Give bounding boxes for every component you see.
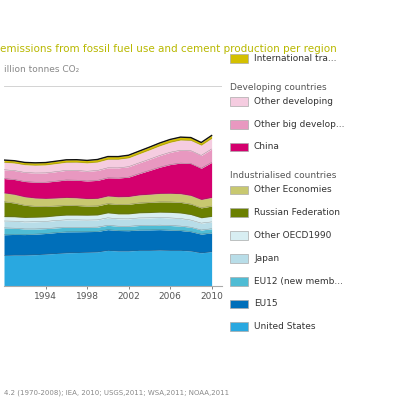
Text: Japan: Japan [254,254,279,263]
Text: China: China [254,142,280,152]
Text: Other big develop...: Other big develop... [254,120,344,129]
Text: United States: United States [254,322,316,331]
Text: Other Economies: Other Economies [254,185,332,194]
Text: Developing countries: Developing countries [230,82,327,92]
Text: Industrialised countries: Industrialised countries [230,171,336,180]
Text: EU12 (new memb...: EU12 (new memb... [254,276,343,286]
Text: EU15: EU15 [254,299,278,308]
Text: emissions from fossil fuel use and cement production per region: emissions from fossil fuel use and cemen… [0,44,337,54]
Text: illion tonnes CO₂: illion tonnes CO₂ [4,65,79,74]
Text: International tra...: International tra... [254,54,336,63]
Text: Other developing: Other developing [254,97,333,106]
Text: Russian Federation: Russian Federation [254,208,340,217]
Text: Other OECD1990: Other OECD1990 [254,231,331,240]
Text: 4.2 (1970-2008); IEA, 2010; USGS,2011; WSA,2011; NOAA,2011: 4.2 (1970-2008); IEA, 2010; USGS,2011; W… [4,390,229,396]
